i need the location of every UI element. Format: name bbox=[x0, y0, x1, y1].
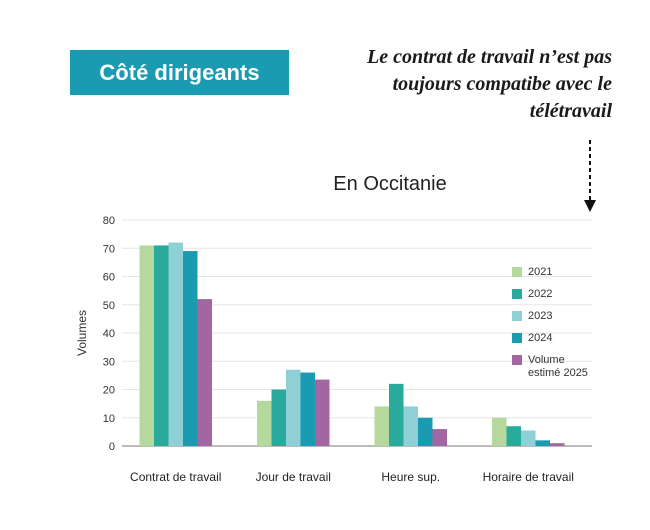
legend-label: 2023 bbox=[528, 310, 553, 322]
y-tick-label: 60 bbox=[103, 272, 115, 284]
legend-swatch bbox=[512, 333, 522, 343]
legend-item: 2022 bbox=[512, 288, 600, 301]
dashed-arrow-icon bbox=[583, 140, 597, 215]
y-tick-label: 10 bbox=[103, 413, 115, 425]
legend-label: 2022 bbox=[528, 288, 553, 300]
bar bbox=[315, 379, 330, 446]
y-tick-label: 0 bbox=[109, 441, 115, 453]
section-badge: Côté dirigeants bbox=[70, 50, 289, 95]
legend-item: 2024 bbox=[512, 332, 600, 345]
bar bbox=[403, 406, 418, 446]
legend-label: 2021 bbox=[528, 266, 553, 278]
y-tick-label: 20 bbox=[103, 385, 115, 397]
bar bbox=[300, 372, 315, 446]
x-tick-label: Heure sup. bbox=[381, 470, 440, 484]
legend-item: 2021 bbox=[512, 266, 600, 279]
bar bbox=[257, 400, 272, 446]
x-tick-label: Jour de travail bbox=[256, 470, 331, 484]
bar bbox=[418, 417, 433, 446]
y-tick-label: 50 bbox=[103, 300, 115, 312]
bar bbox=[168, 242, 183, 446]
x-tick-label: Contrat de travail bbox=[130, 470, 221, 484]
bar bbox=[154, 245, 169, 446]
quote-text: Le contrat de travail n’est pas toujours… bbox=[292, 44, 612, 125]
legend-swatch bbox=[512, 267, 522, 277]
y-tick-label: 70 bbox=[103, 243, 115, 255]
bar bbox=[271, 389, 286, 446]
bar bbox=[521, 430, 536, 446]
y-axis-label: Volumes bbox=[75, 310, 89, 356]
bar bbox=[183, 251, 198, 446]
y-tick-label: 80 bbox=[103, 215, 115, 227]
legend-swatch bbox=[512, 355, 522, 365]
bar bbox=[492, 417, 507, 446]
bar bbox=[374, 406, 389, 446]
bar bbox=[550, 443, 565, 446]
legend-item: 2023 bbox=[512, 310, 600, 323]
legend-swatch bbox=[512, 289, 522, 299]
legend-label: Volume estimé 2025 bbox=[528, 354, 588, 379]
bar bbox=[197, 299, 212, 446]
y-tick-label: 40 bbox=[103, 328, 115, 340]
y-tick-label: 30 bbox=[103, 356, 115, 368]
bar bbox=[535, 440, 550, 446]
legend-item: Volume estimé 2025 bbox=[512, 354, 600, 380]
legend-swatch bbox=[512, 311, 522, 321]
quote-line-2: toujours compatibe avec le bbox=[392, 73, 612, 95]
bar bbox=[432, 429, 447, 446]
bar bbox=[389, 383, 404, 446]
chart-title: En Occitanie bbox=[333, 173, 447, 195]
quote-line-1: Le contrat de travail n’est pas bbox=[367, 46, 612, 68]
bar bbox=[506, 426, 521, 446]
legend-label: 2024 bbox=[528, 332, 553, 344]
chart-legend: 2021 2022 2023 2024 Volume estimé 2025 bbox=[512, 266, 600, 389]
bar bbox=[286, 369, 301, 446]
quote-line-3: télétravail bbox=[529, 100, 612, 122]
x-tick-label: Horaire de travail bbox=[483, 470, 574, 484]
bar bbox=[139, 245, 154, 446]
